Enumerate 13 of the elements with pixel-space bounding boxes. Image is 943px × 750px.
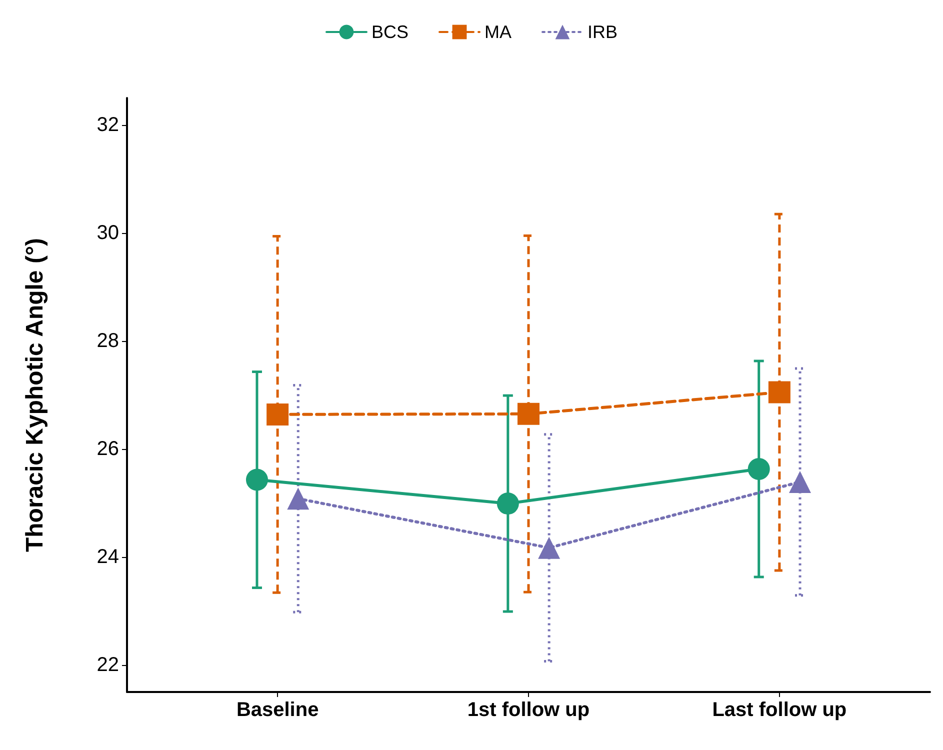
legend-label: BCS bbox=[371, 22, 409, 42]
y-tick-label: 22 bbox=[96, 654, 119, 676]
y-tick-label: 24 bbox=[96, 546, 119, 568]
y-tick-label: 28 bbox=[96, 330, 119, 352]
y-axis-title: Thoracic Kyphotic Angle (°) bbox=[22, 238, 48, 552]
x-tick-label: 1st follow up bbox=[467, 699, 590, 721]
legend-label: IRB bbox=[588, 22, 618, 42]
y-tick-label: 30 bbox=[96, 222, 119, 244]
legend-label: MA bbox=[484, 22, 512, 42]
y-tick-label: 26 bbox=[96, 438, 119, 460]
x-tick-label: Last follow up bbox=[712, 699, 847, 721]
y-tick-label: 32 bbox=[96, 114, 119, 136]
x-tick-label: Baseline bbox=[236, 699, 319, 721]
